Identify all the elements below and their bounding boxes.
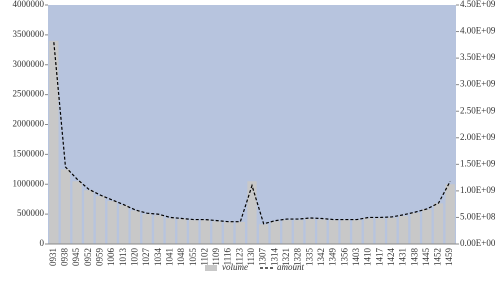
bar (258, 224, 269, 244)
y-tick-label: 3000000 (13, 59, 45, 69)
x-tick-label: 0931 (48, 248, 58, 266)
x-tick-label: 1123 (234, 248, 244, 266)
y-tick-label: 1000000 (13, 178, 45, 188)
x-tick-label: 1102 (199, 248, 209, 266)
x-tick-label: 1013 (118, 248, 128, 267)
bar (305, 218, 315, 244)
y-tick-label: 500000 (17, 208, 45, 218)
x-tick-label: 1445 (421, 248, 431, 267)
y2-tick-label: 2.00E+09 (460, 132, 496, 142)
y2-tick-label: 1.00E+09 (460, 185, 496, 195)
x-tick-label: 1403 (351, 248, 361, 267)
bar (352, 220, 362, 244)
y2-tick-label: 4.50E+09 (460, 0, 496, 9)
y2-tick-label: 0.00E+00 (460, 238, 496, 248)
bar (340, 220, 350, 244)
x-tick-label: 1027 (141, 248, 151, 267)
bar (363, 218, 374, 244)
x-tick-label: 1109 (211, 248, 221, 266)
y2-tick-label: 2.50E+09 (460, 105, 496, 115)
bar (60, 169, 71, 244)
bar (270, 221, 280, 244)
bar (177, 218, 187, 244)
x-tick-label: 1452 (433, 248, 443, 266)
line (53, 42, 451, 225)
y-tick-label: 0 (40, 238, 45, 248)
x-tick-label: 0938 (60, 248, 70, 267)
bar (282, 220, 292, 244)
x-tick-label: 1307 (258, 248, 268, 267)
x-tick-label: 1034 (153, 248, 163, 267)
x-tick-label: 1349 (328, 248, 338, 267)
y2-tick-label: 3.50E+09 (460, 52, 496, 62)
bar (49, 40, 59, 244)
bar (247, 181, 257, 244)
x-tick-label: 1424 (386, 248, 396, 267)
x-tick-label: 1116 (223, 248, 233, 266)
legend-label: volume (222, 262, 248, 272)
bar (375, 218, 385, 244)
legend-label: amount (277, 262, 304, 272)
bar (328, 220, 339, 244)
x-tick-label: 1356 (339, 248, 349, 267)
x-tick-label: 1410 (363, 248, 373, 267)
x-tick-label: 1314 (269, 248, 279, 267)
y-tick-label: 3500000 (13, 29, 45, 39)
y2-tick-label: 5.00E+08 (460, 212, 496, 222)
x-tick-label: 1321 (281, 248, 291, 266)
y-tick-label: 2000000 (13, 119, 45, 129)
bar (72, 181, 82, 244)
bar (119, 205, 129, 244)
x-tick-label: 0952 (83, 248, 93, 266)
y2-tick-label: 3.00E+09 (460, 79, 496, 89)
x-tick-label: 1431 (398, 248, 408, 266)
x-tick-label: 1055 (188, 248, 198, 267)
x-tick-label: 1020 (129, 248, 139, 267)
bar (165, 218, 176, 244)
y2-tick-label: 1.50E+09 (460, 158, 496, 168)
bar (95, 196, 106, 244)
bar (212, 221, 222, 244)
bar (107, 200, 117, 244)
bar (433, 203, 444, 244)
x-tick-label: 1328 (293, 248, 303, 267)
x-tick-label: 1130 (246, 248, 256, 266)
y-tick-label: 1500000 (13, 148, 45, 158)
x-tick-label: 1459 (444, 248, 454, 267)
legend-swatch (205, 265, 217, 271)
bar (398, 215, 409, 244)
y2-tick-label: 4.00E+09 (460, 26, 496, 36)
bar (200, 220, 211, 244)
bar (387, 217, 397, 244)
bar (422, 209, 432, 244)
x-tick-label: 1417 (374, 248, 384, 267)
bar (189, 220, 199, 244)
x-tick-label: 1342 (316, 248, 326, 266)
x-tick-label: 0945 (71, 248, 81, 267)
bar (235, 221, 246, 244)
x-tick-label: 1048 (176, 248, 186, 267)
x-tick-label: 1335 (304, 248, 314, 267)
x-tick-label: 1006 (106, 248, 116, 267)
bar (317, 219, 327, 244)
bar (154, 215, 164, 244)
bar (130, 210, 141, 244)
y-tick-label: 2500000 (13, 89, 45, 99)
bar (410, 212, 420, 244)
bar (142, 214, 152, 244)
bar (84, 190, 94, 244)
x-tick-label: 0959 (95, 248, 105, 267)
bar (293, 220, 304, 244)
x-tick-label: 1041 (164, 248, 174, 266)
x-tick-label: 1438 (409, 248, 419, 267)
y-tick-label: 4000000 (13, 0, 45, 9)
bar (445, 184, 455, 244)
bar (224, 221, 234, 244)
